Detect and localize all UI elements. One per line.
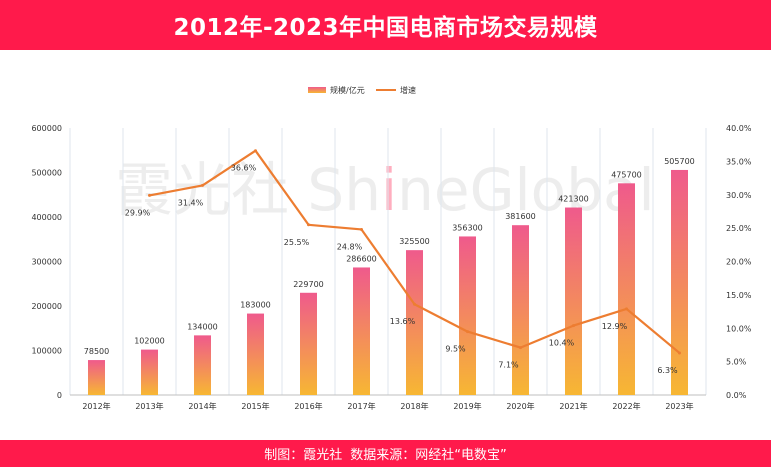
- bar: [618, 183, 635, 395]
- bar-data-label: 475700: [611, 170, 642, 179]
- watermark-text-i: i: [381, 156, 397, 224]
- x-tick-label: 2019年: [453, 401, 481, 411]
- growth-data-label: 7.1%: [498, 361, 519, 370]
- x-tick-label: 2013年: [135, 401, 163, 411]
- watermark-text-right: neGlobal: [397, 156, 654, 224]
- x-tick-label: 2022年: [612, 401, 640, 411]
- bar: [512, 225, 529, 395]
- growth-point: [413, 302, 416, 306]
- growth-point: [307, 223, 310, 227]
- x-tick-label: 2015年: [241, 401, 269, 411]
- y-right-tick-label: 35.0%: [726, 157, 752, 166]
- chart-footer: 制图：霞光社 数据来源：网经社“电数宝”: [0, 440, 771, 467]
- bar-data-label: 381600: [505, 212, 536, 221]
- bar: [406, 250, 423, 395]
- x-tick-label: 2021年: [559, 401, 587, 411]
- y-left-tick-label: 100000: [31, 347, 62, 356]
- watermark-text-left: 霞光社 Sh: [115, 156, 381, 224]
- x-tick-label: 2016年: [294, 401, 322, 411]
- growth-point: [625, 307, 628, 311]
- growth-point: [572, 324, 575, 328]
- y-right-tick-label: 5.0%: [726, 358, 747, 367]
- growth-data-label: 12.9%: [602, 322, 628, 331]
- chart-legend: 规模/亿元 增速: [308, 85, 416, 95]
- y-right-tick-label: 15.0%: [726, 291, 752, 300]
- bar-data-label: 505700: [664, 157, 695, 166]
- bar-data-label: 78500: [84, 347, 109, 356]
- legend-bar-swatch: [308, 87, 326, 93]
- growth-point: [360, 227, 363, 231]
- chart-title: 2012年-2023年中国电商市场交易规模: [173, 15, 598, 41]
- x-tick-label: 2012年: [82, 401, 110, 411]
- bar: [194, 335, 211, 395]
- bar: [459, 236, 476, 395]
- growth-data-label: 31.4%: [178, 198, 204, 207]
- footer-producer: 制图：霞光社: [264, 448, 343, 463]
- bar: [671, 169, 688, 395]
- bar: [141, 349, 158, 395]
- bar-data-label: 286600: [346, 254, 377, 263]
- bar-data-label: 102000: [134, 337, 165, 346]
- growth-point: [201, 183, 204, 187]
- y-left-tick-label: 200000: [31, 302, 62, 311]
- y-left-tick-label: 0: [57, 391, 62, 400]
- y-left-tick-label: 500000: [31, 169, 62, 178]
- watermark: 霞光社 ShineGlobal: [115, 156, 655, 224]
- bar-data-label: 421300: [558, 195, 589, 204]
- growth-data-label: 36.6%: [231, 164, 257, 173]
- growth-data-label: 13.6%: [390, 317, 416, 326]
- x-tick-label: 2023年: [665, 401, 693, 411]
- bar: [88, 360, 105, 395]
- bar-data-label: 356300: [452, 223, 483, 232]
- x-tick-label: 2017年: [347, 401, 375, 411]
- chart-canvas: 霞光社 ShineGlobal 规模/亿元 增速 0 100000 200000 300…: [31, 85, 752, 411]
- growth-data-label: 29.9%: [125, 208, 151, 217]
- bar: [247, 313, 264, 395]
- bar-data-label: 325500: [399, 237, 430, 246]
- bar-data-label: 134000: [187, 322, 218, 331]
- y-right-tick-label: 30.0%: [726, 191, 752, 200]
- bar: [565, 207, 582, 395]
- growth-data-label: 6.3%: [657, 366, 678, 375]
- bar: [300, 292, 317, 395]
- footer-source: 数据来源：网经社“电数宝”: [350, 448, 507, 463]
- growth-data-label: 9.5%: [445, 345, 466, 354]
- legend-line-label: 增速: [400, 85, 416, 95]
- growth-data-label: 10.4%: [549, 339, 575, 348]
- y-right-tick-label: 20.0%: [726, 258, 752, 267]
- svg-text:霞光社 ShineGlobal: 霞光社 ShineGlobal: [115, 156, 655, 224]
- growth-point: [254, 149, 257, 153]
- growth-point: [678, 351, 681, 355]
- bar-data-label: 229700: [293, 280, 324, 289]
- growth-data-label: 25.5%: [284, 238, 310, 247]
- growth-point: [148, 193, 151, 197]
- bar: [353, 267, 370, 395]
- y-right-tick-label: 40.0%: [726, 124, 752, 133]
- legend-bar-label: 规模/亿元: [330, 85, 365, 95]
- x-tick-label: 2014年: [188, 401, 216, 411]
- growth-point: [519, 346, 522, 350]
- y-left-tick-label: 600000: [31, 124, 62, 133]
- chart-header: 2012年-2023年中国电商市场交易规模: [0, 0, 771, 50]
- y-right-tick-label: 25.0%: [726, 224, 752, 233]
- growth-data-label: 24.8%: [337, 242, 363, 251]
- y-left-tick-label: 400000: [31, 213, 62, 222]
- bar-data-label: 183000: [240, 301, 271, 310]
- y-right-tick-label: 10.0%: [726, 324, 752, 333]
- y-right-tick-label: 0.0%: [726, 391, 747, 400]
- growth-point: [466, 330, 469, 334]
- x-tick-label: 2018年: [400, 401, 428, 411]
- x-tick-label: 2020年: [506, 401, 534, 411]
- y-left-tick-label: 300000: [31, 258, 62, 267]
